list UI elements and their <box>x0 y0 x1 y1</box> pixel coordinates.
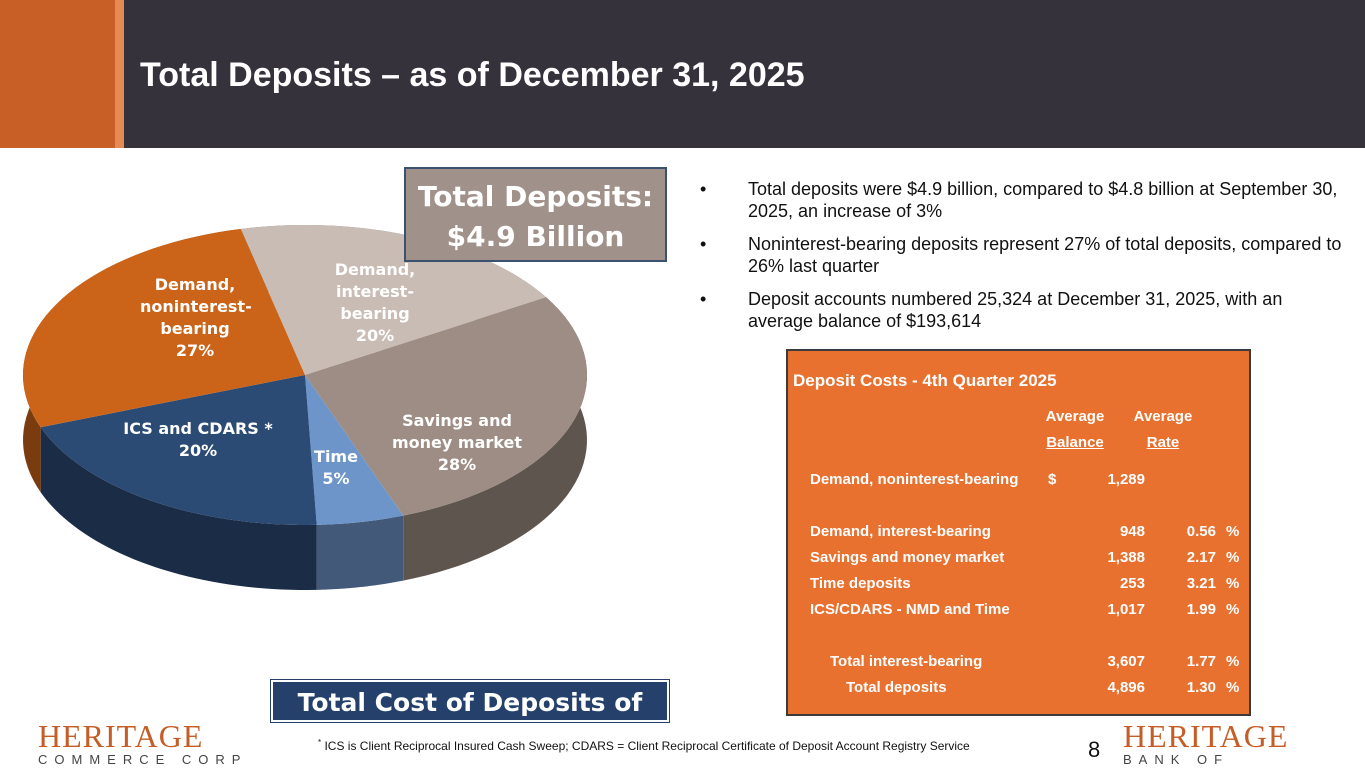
bullet: • Noninterest-bearing deposits represent … <box>700 233 1350 277</box>
category-label: Demand, noninterest-bearing <box>140 275 252 338</box>
col-group-head: Average <box>1133 408 1193 425</box>
pie-side <box>40 427 317 590</box>
logo-sub: BANK OF COMMERCE <box>1123 752 1249 768</box>
balance: 1,289 <box>1107 471 1145 488</box>
pie-chart <box>23 225 587 590</box>
rate: 2.17 <box>1186 549 1216 566</box>
bullet-text: Total deposits were $4.9 billion, compar… <box>748 179 1338 221</box>
unit: % <box>1226 575 1240 592</box>
bullet: • Deposit accounts numbered 25,324 at Dec… <box>700 288 1350 332</box>
row-label: Total deposits <box>846 679 947 696</box>
unit: % <box>1226 523 1240 540</box>
header-stripe <box>115 0 124 148</box>
rate: 1.30 <box>1186 679 1216 696</box>
rate: 1.77 <box>1186 653 1216 670</box>
row-label: Demand, noninterest-bearing <box>810 471 1019 488</box>
header-accent <box>0 0 115 148</box>
value-label: 20% <box>355 326 395 345</box>
bullet-list: • Total deposits were $4.9 billion, compa… <box>700 178 1350 343</box>
total-line: Total Deposits: <box>417 180 654 213</box>
total-line: $4.9 Billion <box>446 220 625 253</box>
category-label: Demand, interest-bearing <box>334 260 416 323</box>
category-label: Time <box>314 447 358 466</box>
total-box: Total Deposits: $4.9 Billion <box>404 167 667 262</box>
footnote: * ICS is Client Reciprocal Insured Cash … <box>318 738 970 753</box>
pie-side <box>403 297 587 581</box>
bullet-marker: • <box>700 234 707 254</box>
pie-slice <box>305 297 587 516</box>
pie-slice <box>305 375 404 525</box>
footnote-marker: * <box>318 738 322 747</box>
logo-left: HERITAGE COMMERCE CORP <box>38 720 247 767</box>
table-title: Deposit Costs - 4th Quarter 2025 <box>793 371 1057 390</box>
row-label: Total interest-bearing <box>830 653 983 670</box>
page-number: 8 <box>1088 737 1101 762</box>
rate: 0.56 <box>1186 523 1216 540</box>
col-head: Rate <box>1146 434 1180 451</box>
unit: % <box>1226 653 1240 670</box>
col-group-head: Average <box>1045 408 1105 425</box>
logo-name: HERITAGE <box>38 718 204 754</box>
col-head: Balance <box>1046 434 1104 451</box>
logo-sub: COMMERCE CORP <box>38 752 248 767</box>
pie-slice <box>23 228 306 428</box>
pie-label: Demand, interest-bearing 20% <box>305 259 445 347</box>
balance: 1,388 <box>1107 549 1145 566</box>
balance: 253 <box>1119 575 1145 592</box>
pie-label: ICS and CDARS * 20% <box>123 418 273 462</box>
footnote-text: ICS is Client Reciprocal Insured Cash Sw… <box>324 739 970 753</box>
value-label: 20% <box>178 441 218 460</box>
unit: % <box>1226 601 1240 618</box>
currency: $ <box>1048 471 1057 488</box>
pie-slice <box>240 225 547 375</box>
row-label: Time deposits <box>810 575 911 592</box>
pie-side <box>316 515 404 590</box>
pie-label: Savings and money market 28% <box>392 410 522 476</box>
value-label: 27% <box>175 341 215 360</box>
rate: 3.21 <box>1186 575 1216 592</box>
cost-box: Total Cost of Deposits of 1.30% <box>270 679 670 759</box>
bullet-text: Noninterest-bearing deposits represent 2… <box>748 234 1342 276</box>
rate: 1.99 <box>1186 601 1216 618</box>
row-label: ICS/CDARS - NMD and Time <box>810 601 1010 618</box>
balance: 3,607 <box>1107 653 1145 670</box>
bullet: • Total deposits were $4.9 billion, compa… <box>700 178 1350 222</box>
bullet-marker: • <box>700 289 707 309</box>
value-label: 5% <box>322 469 350 488</box>
category-label: ICS and CDARS * <box>123 419 273 438</box>
bullet-marker: • <box>700 179 707 199</box>
pie-slice <box>40 375 317 525</box>
balance: 4,896 <box>1107 679 1145 696</box>
category-label: Savings and money market <box>392 411 522 452</box>
pie-label: Time 5% <box>311 446 361 490</box>
header-bar <box>0 0 1365 148</box>
value-label: 28% <box>437 455 477 474</box>
logo-name: HERITAGE <box>1123 718 1289 754</box>
deposit-table: Deposit Costs - 4th Quarter 2025 Average B… <box>786 349 1251 716</box>
pie-label: Demand, noninterest-bearing 27% <box>140 274 252 362</box>
balance: 948 <box>1119 523 1145 540</box>
row-label: Savings and money market <box>810 549 1005 566</box>
title: Total Deposits – as of December 31, 2025 <box>140 56 805 94</box>
balance: 1,017 <box>1107 601 1145 618</box>
unit: % <box>1226 679 1240 696</box>
row-label: Demand, interest-bearing <box>810 523 991 540</box>
bullet-text: Deposit accounts numbered 25,324 at Dece… <box>748 289 1283 331</box>
unit: % <box>1226 549 1240 566</box>
